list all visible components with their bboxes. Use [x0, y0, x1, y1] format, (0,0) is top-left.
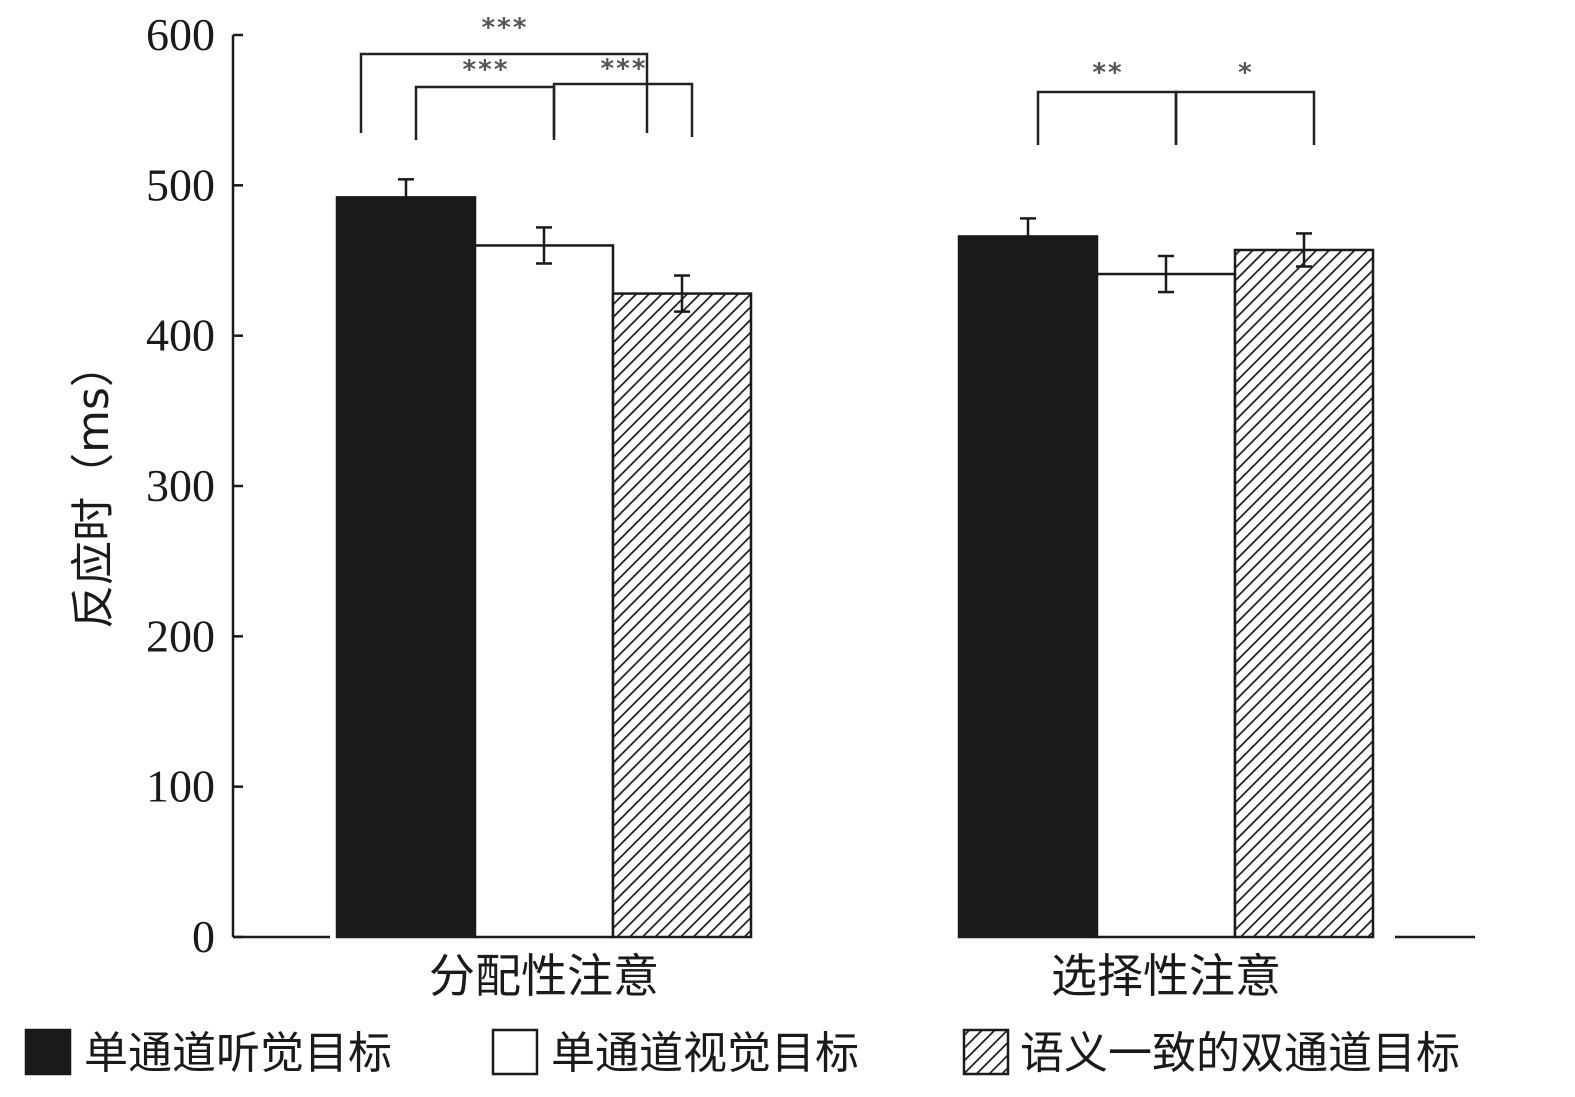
y-tick-label: 600 [146, 9, 215, 60]
bar [1095, 272, 1237, 939]
legend: 单通道听觉目标 单通道视觉目标 语义一致的双通道目标 [24, 1028, 1460, 1079]
y-tick-label: 200 [146, 610, 215, 661]
significance-brackets: ****** *** ** * [359, 13, 1316, 145]
legend-swatch [962, 1028, 1010, 1076]
significance-bracket [359, 52, 649, 133]
legend-swatch [24, 1028, 72, 1076]
significance-bracket [1036, 90, 1178, 145]
significance-label: * [1237, 58, 1253, 88]
significance-label: *** [481, 13, 528, 43]
legend-label: 单通道听觉目标 [84, 1028, 392, 1079]
axes: 0 100 200 300 400 500 600 [146, 9, 1475, 962]
y-tick-label: 500 [146, 159, 215, 210]
legend-label: 语义一致的双通道目标 [1020, 1028, 1460, 1079]
y-tick-label: 0 [192, 911, 215, 962]
legend-label: 单通道视觉目标 [551, 1028, 859, 1079]
x-category-label: 分配性注意 [429, 949, 659, 1003]
y-tick-label: 100 [146, 761, 215, 812]
y-axis-title: 反应时（ms） [68, 343, 119, 629]
y-tick-label: 400 [146, 310, 215, 361]
axis-labels: 反应时（ms） 分配性注意 选择性注意 [68, 343, 1281, 1003]
significance-bracket [1174, 90, 1316, 145]
bar [611, 292, 753, 939]
y-tick-label: 300 [146, 460, 215, 511]
significance-label: ** [1091, 58, 1122, 88]
bar [473, 244, 615, 939]
x-category-label: 选择性注意 [1051, 949, 1281, 1003]
bar [957, 235, 1099, 939]
significance-label: *** [600, 54, 647, 84]
significance-bracket [414, 85, 556, 140]
error-bars [398, 178, 1312, 313]
bar [1233, 248, 1375, 939]
bar [335, 196, 477, 939]
bars [335, 196, 1375, 939]
significance-label: *** [462, 55, 509, 85]
significance-bracket [552, 82, 694, 137]
legend-swatch [491, 1028, 539, 1076]
